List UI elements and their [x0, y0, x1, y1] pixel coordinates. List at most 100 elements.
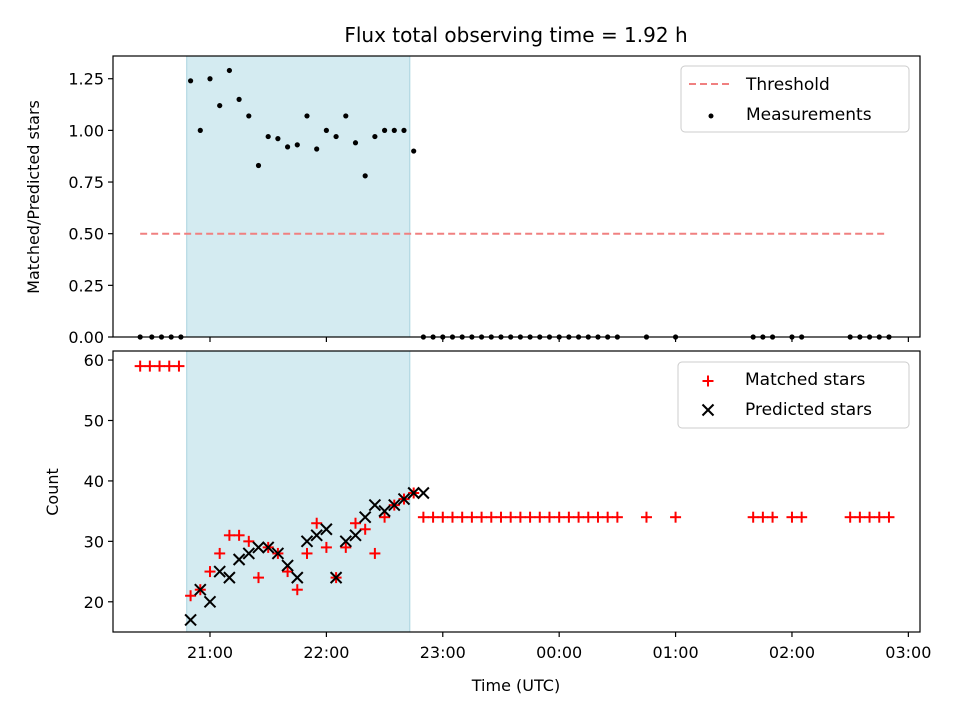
predicted-star-point	[378, 504, 391, 518]
bottom-legend-box	[677, 361, 910, 429]
measurement-point	[236, 96, 242, 102]
matched-star-point	[134, 360, 146, 372]
top-x-ticks	[209, 337, 909, 342]
top-legend: Threshold Measurements	[680, 65, 910, 133]
predicted-star-point	[184, 613, 197, 627]
measurement-point	[207, 76, 213, 82]
matched-star-point	[417, 511, 429, 523]
matched-star-point	[340, 541, 352, 553]
matched-star-point	[252, 572, 264, 584]
matched-star-point	[640, 511, 652, 523]
matched-star-point	[466, 511, 478, 523]
matched-star-point	[349, 517, 361, 529]
matched-star-point	[243, 535, 255, 547]
y-tick-label: 0.00	[68, 328, 104, 347]
predicted-star-point	[271, 547, 285, 560]
matched-star-point	[543, 511, 555, 523]
matched-star-point	[582, 511, 594, 523]
x-tick-label: 22:00	[303, 643, 349, 662]
y-tick-label: 1.00	[68, 121, 104, 140]
measurement-point	[187, 78, 194, 84]
predicted-star-point	[261, 541, 275, 554]
measurement-point	[275, 136, 281, 142]
bottom-legend: Matched stars Predicted stars	[677, 361, 910, 429]
matched-star-point	[844, 511, 856, 523]
measurements-legend-swatch	[708, 113, 714, 119]
matched-star-point	[553, 511, 565, 523]
matched-star-point	[767, 511, 779, 523]
y-tick-label: 40	[84, 472, 104, 491]
measurement-point	[362, 173, 368, 179]
predicted-star-point	[310, 529, 323, 542]
y-tick-label: 50	[84, 411, 104, 430]
measurement-point	[401, 127, 407, 133]
top-y-axis-label: Matched/Predicted stars	[24, 100, 43, 294]
matched-star-point	[873, 511, 885, 523]
predicted-star-point	[281, 559, 294, 572]
matched-star-point	[563, 511, 575, 523]
predicted-star-point	[320, 523, 333, 536]
bottom-y-axis-label: Count	[43, 468, 62, 516]
top-marks	[137, 67, 892, 340]
matched-star-point	[456, 511, 468, 523]
matched-star-point	[163, 360, 175, 372]
matched-star-point	[854, 511, 866, 523]
measurement-point	[314, 146, 320, 152]
matched-star-point	[359, 523, 371, 535]
bottom-y-ticks: 20 30 40 50 60	[84, 351, 113, 612]
bottom-plot-frame	[112, 350, 921, 633]
measurements-legend-label: Measurements	[746, 105, 872, 125]
top-title: Flux total observing time = 1.92 h	[344, 23, 687, 47]
measurement-point	[246, 113, 252, 119]
predicted-star-point	[242, 547, 256, 560]
measurement-point	[265, 133, 271, 140]
matched-star-point	[154, 360, 166, 372]
matched-star-point	[534, 511, 546, 523]
predicted-legend-swatch	[701, 403, 715, 417]
x-tick-label: 01:00	[653, 643, 699, 662]
matched-star-point	[883, 511, 895, 523]
predicted-star-point	[407, 486, 420, 500]
matched-star-point	[173, 360, 185, 372]
measurement-point	[372, 133, 378, 140]
matched-star-point	[233, 529, 245, 541]
top-y-ticks: 0.00 0.25 0.50 0.75 1.00 1.25	[68, 70, 113, 347]
matched-star-point	[786, 511, 798, 523]
measurement-point	[255, 162, 262, 169]
threshold-legend-label: Threshold	[745, 75, 830, 95]
measurement-point	[381, 127, 388, 133]
predicted-star-point	[388, 498, 401, 512]
predicted-star-point	[213, 565, 226, 578]
y-tick-label: 20	[84, 593, 104, 612]
measurement-point	[197, 127, 203, 133]
measurement-point	[217, 102, 223, 109]
bottom-x-axis-label: Time (UTC)	[471, 676, 560, 695]
predicted-star-point	[417, 486, 430, 500]
matched-star-point	[757, 511, 769, 523]
matched-star-point	[282, 566, 294, 578]
x-tick-label: 03:00	[885, 643, 931, 662]
measurement-point	[284, 144, 291, 150]
predicted-star-point	[203, 595, 217, 608]
x-tick-label: 23:00	[420, 643, 466, 662]
measurement-point	[226, 67, 232, 74]
matched-star-point	[204, 566, 216, 578]
measurement-point	[294, 142, 300, 148]
matched-star-point	[185, 590, 197, 602]
matched-star-point	[437, 511, 449, 523]
matched-star-point	[611, 511, 623, 523]
measurement-point	[391, 127, 397, 133]
matched-star-point	[144, 360, 156, 372]
x-tick-label: 00:00	[536, 643, 582, 662]
matched-legend-label: Matched stars	[745, 370, 865, 390]
predicted-star-point	[300, 535, 314, 548]
bottom-marks	[134, 360, 895, 627]
predicted-star-point	[397, 492, 411, 506]
matched-star-point	[476, 511, 488, 523]
top-legend-box	[680, 65, 910, 133]
y-tick-label: 0.25	[68, 276, 104, 295]
matched-star-point	[573, 511, 585, 523]
top-plot-frame	[112, 55, 921, 338]
predicted-star-point	[223, 571, 236, 584]
